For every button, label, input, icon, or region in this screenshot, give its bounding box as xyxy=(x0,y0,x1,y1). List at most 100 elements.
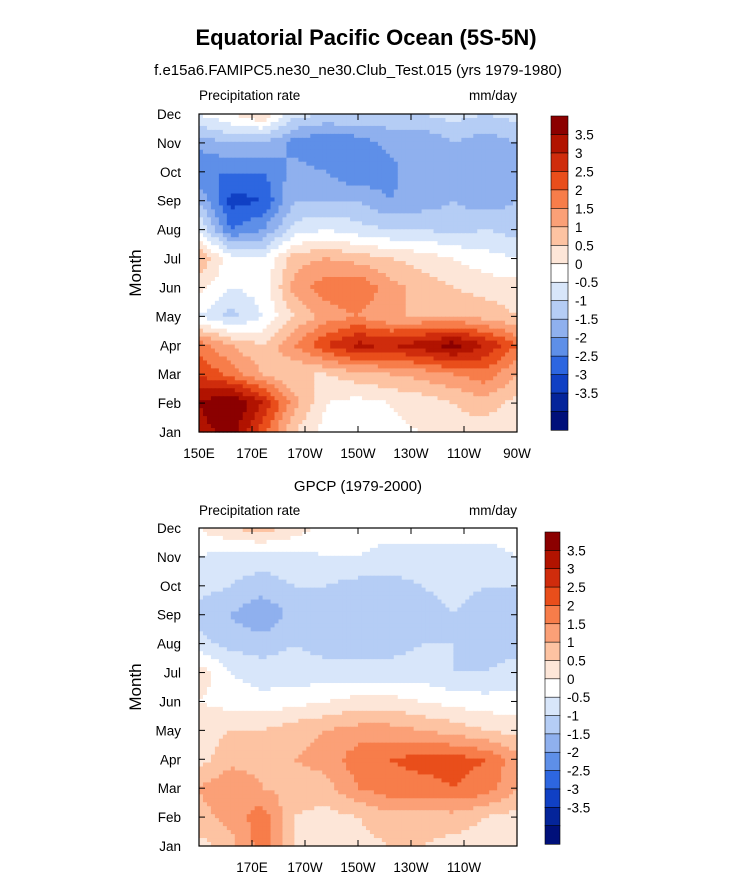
contour-cell xyxy=(250,340,256,346)
contour-cell xyxy=(485,336,490,342)
contour-cell xyxy=(346,344,351,350)
contour-cell xyxy=(282,181,288,187)
contour-cell xyxy=(326,201,331,207)
contour-cell xyxy=(230,153,236,159)
contour-cell xyxy=(441,352,447,358)
contour-cell xyxy=(481,276,486,282)
contour-cell xyxy=(262,276,268,282)
contour-cell xyxy=(310,157,315,163)
contour-cell xyxy=(306,229,311,234)
contour-cell xyxy=(258,284,264,290)
contour-cell xyxy=(425,121,431,127)
contour-cell xyxy=(318,300,323,306)
contour-cell xyxy=(405,129,411,135)
contour-cell xyxy=(302,332,307,338)
contour-cell xyxy=(425,344,431,350)
contour-cell xyxy=(330,241,335,246)
contour-cell xyxy=(326,324,331,330)
contour-cell xyxy=(421,145,427,151)
contour-cell xyxy=(222,185,228,191)
contour-cell xyxy=(461,288,466,294)
contour-cell xyxy=(222,209,228,214)
contour-cell xyxy=(369,169,375,175)
contour-cell xyxy=(437,201,443,207)
contour-cell xyxy=(350,125,355,131)
contour-cell xyxy=(314,280,319,286)
contour-cell xyxy=(389,181,395,187)
contour-cell xyxy=(310,193,315,199)
contour-cell xyxy=(393,169,399,175)
contour-cell xyxy=(254,221,260,226)
contour-cell xyxy=(250,320,256,326)
contour-cell xyxy=(222,121,228,127)
contour-cell xyxy=(302,233,307,238)
contour-cell xyxy=(369,157,375,163)
contour-cell xyxy=(326,185,331,191)
contour-cell xyxy=(274,288,280,294)
contour-cell xyxy=(306,165,311,171)
contour-cell xyxy=(485,344,490,350)
contour-cell xyxy=(222,324,228,330)
contour-cell xyxy=(282,284,288,290)
contour-cell xyxy=(266,185,272,191)
contour-cell xyxy=(413,209,419,214)
contour-cell xyxy=(509,336,514,342)
contour-cell xyxy=(393,304,399,310)
contour-cell xyxy=(314,213,319,218)
contour-cell xyxy=(270,257,276,262)
contour-cell xyxy=(413,185,419,191)
contour-cell xyxy=(338,253,343,258)
contour-cell xyxy=(334,133,339,139)
contour-cell xyxy=(425,296,431,302)
contour-cell xyxy=(282,352,288,358)
contour-cell xyxy=(373,217,379,222)
contour-cell xyxy=(246,114,252,119)
contour-cell xyxy=(346,117,351,123)
contour-cell xyxy=(258,125,264,131)
contour-cell xyxy=(302,121,307,127)
contour-cell xyxy=(389,145,395,151)
contour-cell xyxy=(210,181,216,187)
contour-cell xyxy=(405,189,411,195)
contour-cell xyxy=(377,181,383,187)
contour-cell xyxy=(210,324,216,330)
contour-cell xyxy=(218,344,224,350)
contour-cell xyxy=(262,197,268,203)
contour-cell xyxy=(509,197,514,203)
contour-cell xyxy=(449,245,455,250)
contour-cell xyxy=(445,137,451,143)
contour-cell xyxy=(381,209,387,214)
contour-cell xyxy=(306,284,311,290)
contour-cell xyxy=(445,340,451,346)
contour-cell xyxy=(477,161,482,167)
contour-cell xyxy=(302,165,307,171)
contour-cell xyxy=(206,153,212,159)
contour-cell xyxy=(489,336,494,342)
contour-cell xyxy=(266,165,272,171)
contour-cell xyxy=(389,161,395,167)
contour-cell xyxy=(381,125,387,131)
contour-cell xyxy=(433,296,439,302)
contour-cell xyxy=(397,296,403,302)
contour-cell xyxy=(310,237,315,242)
contour-cell xyxy=(330,233,335,238)
contour-cell xyxy=(469,189,474,195)
contour-cell xyxy=(477,276,482,282)
contour-cell xyxy=(381,133,387,139)
contour-cell xyxy=(318,205,323,211)
contour-cell xyxy=(485,141,490,147)
contour-cell xyxy=(429,237,435,242)
contour-cell xyxy=(481,292,486,298)
contour-cell xyxy=(489,193,494,199)
contour-cell xyxy=(505,121,510,127)
contour-cell xyxy=(497,304,502,310)
contour-cell xyxy=(326,145,331,151)
contour-cell xyxy=(369,137,375,143)
contour-cell xyxy=(513,344,518,350)
contour-cell xyxy=(461,181,466,187)
contour-cell xyxy=(377,280,383,286)
contour-cell xyxy=(286,197,292,203)
contour-cell xyxy=(397,356,403,362)
contour-cell xyxy=(238,249,244,254)
contour-cell xyxy=(509,296,514,302)
